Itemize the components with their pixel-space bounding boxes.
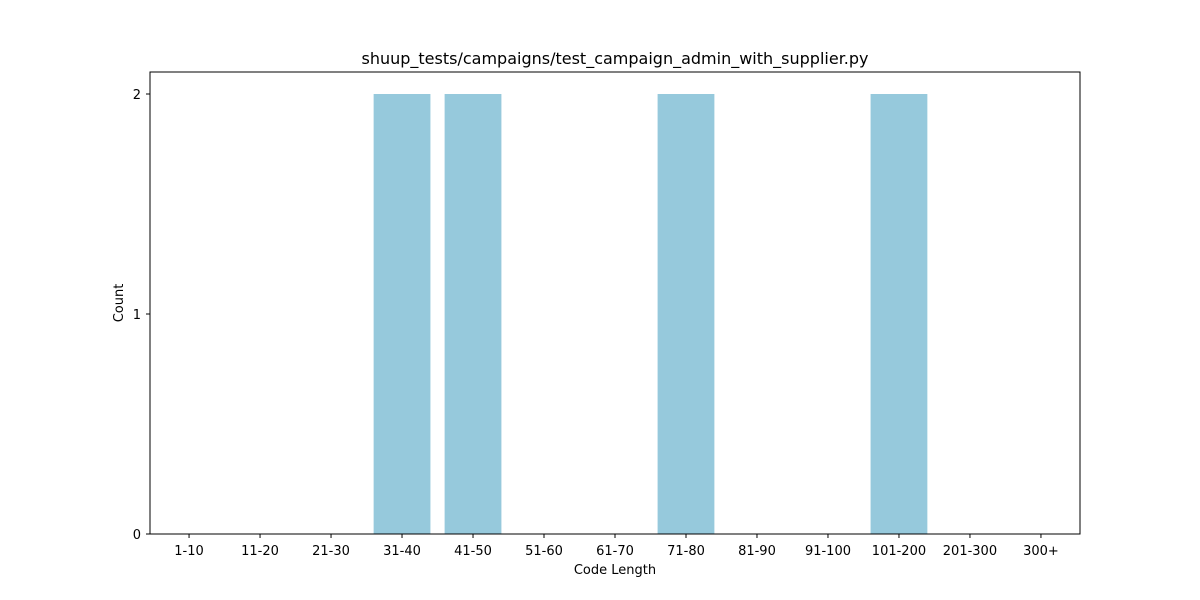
y-tick-label: 2 (133, 88, 141, 103)
x-axis-title: Code Length (574, 563, 656, 578)
bar-41-50 (444, 94, 502, 534)
x-tick-label: 1-10 (174, 544, 204, 559)
x-tick-label: 41-50 (454, 544, 492, 559)
bar-101-200 (870, 94, 928, 534)
x-tick-label: 21-30 (312, 544, 350, 559)
x-tick-label: 201-300 (943, 544, 997, 559)
plot-area-frame (149, 71, 1081, 535)
y-tick-label: 1 (133, 308, 141, 323)
x-tick-label: 61-70 (596, 544, 634, 559)
y-axis-title: Count (112, 284, 127, 323)
x-tick-label: 71-80 (667, 544, 705, 559)
x-tick-label: 51-60 (525, 544, 563, 559)
x-tick-label: 101-200 (872, 544, 926, 559)
bars (373, 94, 928, 534)
bar-71-80 (657, 94, 715, 534)
bar-31-40 (373, 94, 431, 534)
x-tick-label: 300+ (1023, 544, 1059, 559)
x-tick-label: 31-40 (383, 544, 421, 559)
x-tick-label: 11-20 (241, 544, 279, 559)
y-tick-label: 0 (133, 528, 141, 543)
chart-title: shuup_tests/campaigns/test_campaign_admi… (361, 49, 868, 69)
y-axis: 0 1 2 (133, 88, 150, 543)
x-tick-label: 81-90 (738, 544, 776, 559)
x-tick-label: 91-100 (805, 544, 851, 559)
x-axis: 1-10 11-20 21-30 31-40 41-50 51-60 61-70 71-80 8… (174, 534, 1059, 559)
